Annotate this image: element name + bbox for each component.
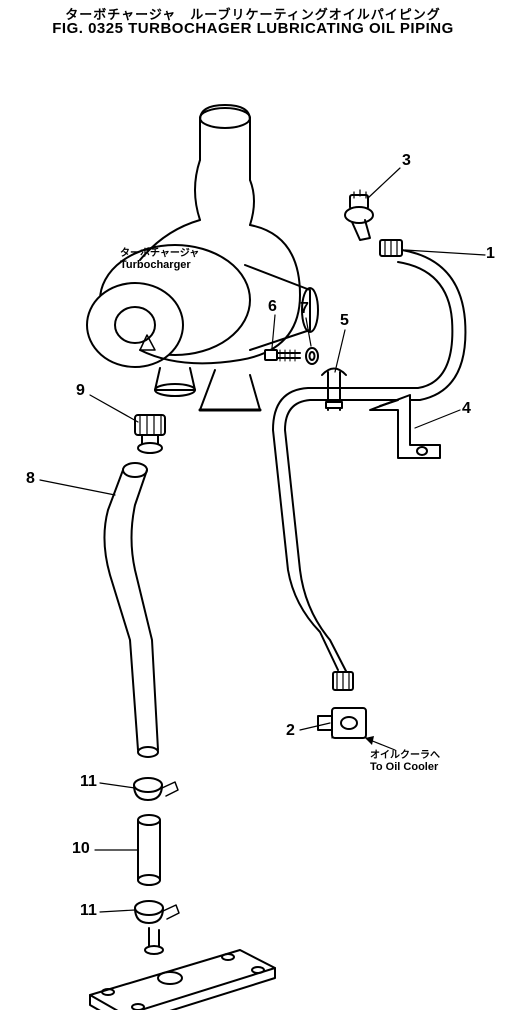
callout-10: 10 <box>72 840 90 858</box>
part-4-bracket <box>370 395 440 458</box>
figure-number: 0325 <box>88 20 123 37</box>
part-2-connector <box>318 708 366 738</box>
diagram-svg <box>0 50 506 1010</box>
diagram-container: 1 2 3 4 5 6 7 8 9 10 11 11 ターボチャージャ Turb… <box>0 50 506 1010</box>
part-6-bolt <box>265 350 300 361</box>
callout-1: 1 <box>486 245 495 263</box>
label-oil-cooler-en: To Oil Cooler <box>370 761 440 773</box>
callout-5: 5 <box>340 312 349 330</box>
part-7-washer <box>306 348 318 364</box>
callout-6: 6 <box>268 298 277 316</box>
callout-4: 4 <box>462 400 471 418</box>
part-8-drain-tube <box>104 463 158 757</box>
callout-2: 2 <box>286 722 295 740</box>
callout-11-bottom: 11 <box>80 902 97 920</box>
figure-prefix: FIG. <box>52 20 88 37</box>
figure-title-en-text: TURBOCHAGER LUBRICATING OIL PIPING <box>128 20 454 37</box>
label-turbocharger-jp: ターボチャージャ <box>120 248 199 259</box>
part-10-hose <box>138 815 160 885</box>
part-11-clamp-bottom <box>135 901 179 923</box>
callout-8: 8 <box>26 470 35 488</box>
label-oil-cooler: オイルクーラへ To Oil Cooler <box>370 750 440 773</box>
label-turbocharger: ターボチャージャ Turbocharger <box>120 248 199 271</box>
part-5-clip <box>322 369 346 411</box>
bottom-flange-plate <box>90 928 275 1010</box>
callout-11-top: 11 <box>80 773 97 791</box>
callout-3: 3 <box>402 152 411 170</box>
label-turbocharger-en: Turbocharger <box>120 259 199 271</box>
page-root: ターボチャージャ ルーブリケーティングオイルパイピング FIG. 0325 TU… <box>0 0 506 1017</box>
callout-9: 9 <box>76 382 85 400</box>
part-9-connector <box>135 415 165 453</box>
part-11-clamp-top <box>134 778 178 800</box>
callout-7: 7 <box>300 300 309 318</box>
figure-title-en: FIG. 0325 TURBOCHAGER LUBRICATING OIL PI… <box>0 20 506 37</box>
label-oil-cooler-jp: オイルクーラへ <box>370 750 440 761</box>
